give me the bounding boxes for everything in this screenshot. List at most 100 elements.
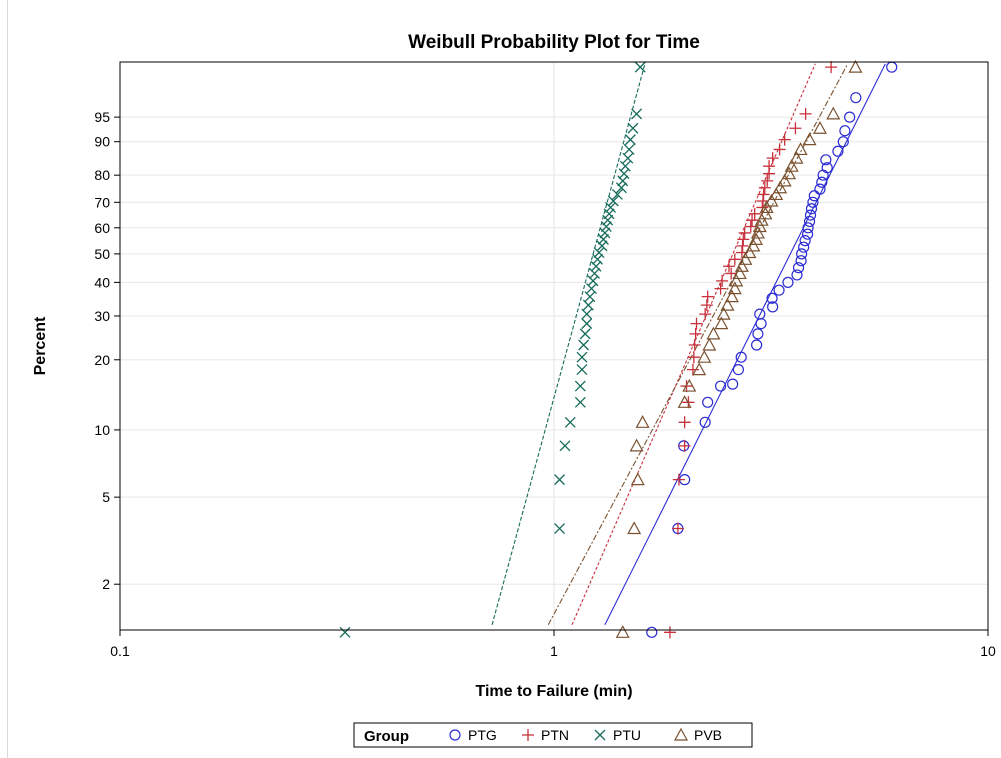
point-pvb [732, 266, 747, 280]
point-pvb [630, 472, 645, 486]
y-tick-label: 50 [94, 246, 110, 262]
y-axis: 2 5 10 20 30 40 50 60 70 80 90 95 [94, 109, 120, 592]
point-ptu [624, 134, 636, 146]
point-pvb [793, 142, 808, 156]
point-ptu [590, 260, 602, 272]
point-ptn [761, 174, 774, 187]
point-ptg [821, 162, 833, 174]
grid [119, 62, 989, 630]
point-ptg [808, 190, 820, 202]
point-pvb [742, 245, 757, 259]
fit-line-ptn [571, 63, 816, 626]
data-markers [339, 59, 898, 639]
legend-label-pvb: PVB [694, 727, 722, 743]
point-ptg [832, 145, 844, 157]
point-ptg [735, 351, 747, 363]
point-ptg [803, 215, 816, 228]
point-pvb [635, 415, 650, 428]
point-ptg [802, 222, 814, 234]
point-ptu [564, 416, 576, 428]
point-ptg [805, 203, 818, 215]
point-ptu [554, 474, 566, 486]
point-pvb [773, 180, 788, 194]
legend-label-ptn: PTN [541, 727, 569, 743]
legend-label-ptg: PTG [468, 727, 497, 743]
point-ptg [886, 61, 898, 73]
point-ptn [746, 214, 759, 227]
point-ptn [688, 339, 701, 352]
point-ptg [792, 262, 805, 274]
point-ptn [701, 290, 714, 303]
point-ptu [596, 240, 608, 252]
point-ptg [795, 255, 807, 267]
point-ptu [576, 364, 588, 376]
point-pvb [826, 106, 841, 120]
point-pvb [627, 521, 642, 535]
y-tick-label: 2 [102, 576, 110, 592]
point-pvb [784, 158, 799, 172]
point-ptg [801, 228, 814, 240]
y-tick-label: 60 [94, 220, 110, 236]
point-ptg [732, 363, 744, 376]
point-pvb [738, 252, 753, 265]
point-ptg [837, 136, 849, 148]
point-ptn [799, 107, 812, 120]
point-pvb [748, 232, 763, 245]
legend-box [353, 722, 753, 748]
point-pvb [752, 219, 767, 233]
point-pvb [802, 132, 817, 146]
y-tick-label: 30 [94, 308, 110, 324]
point-pvb [848, 59, 863, 73]
point-ptn [766, 152, 779, 165]
y-tick-label: 70 [94, 194, 110, 210]
point-ptu [603, 208, 615, 220]
point-ptn [678, 416, 691, 429]
point-pvb [812, 120, 827, 134]
point-ptu [622, 152, 634, 164]
point-ptg [798, 241, 810, 253]
point-pvb [759, 200, 774, 214]
point-pvb [615, 625, 630, 638]
point-ptg [727, 378, 739, 390]
legend-label-ptu: PTU [613, 727, 641, 743]
point-pvb [720, 297, 735, 311]
fit-line-ptg [604, 63, 886, 626]
point-ptu [599, 227, 611, 239]
point-ptu [634, 61, 646, 73]
point-ptn [763, 160, 776, 173]
point-ptg [773, 284, 785, 296]
point-ptn [757, 188, 770, 201]
point-ptg [782, 276, 794, 288]
point-ptg [767, 301, 779, 313]
point-ptn [714, 282, 727, 295]
point-ptu [587, 275, 599, 287]
point-ptg [804, 209, 817, 221]
point-ptu [617, 175, 629, 187]
point-ptu [631, 108, 643, 120]
point-pvb [729, 273, 744, 287]
point-ptn [671, 522, 684, 535]
point-ptu [627, 122, 639, 134]
point-ptn [738, 226, 751, 239]
point-ptu [582, 299, 594, 311]
point-pvb [629, 438, 644, 452]
point-ptn [672, 473, 685, 486]
point-ptu [593, 247, 605, 258]
legend: Group PTG PTN PTU PVB [353, 722, 753, 748]
point-ptn [722, 260, 735, 273]
fit-lines [491, 63, 886, 626]
x-axis-label: Time to Failure (min) [475, 683, 632, 700]
point-ptn [716, 274, 729, 287]
x-axis: 0.1 1 10 [110, 630, 996, 659]
legend-title: Group [364, 728, 409, 745]
fit-line-ptu [491, 63, 646, 625]
point-ptu [581, 318, 593, 330]
y-axis-label: Percent [32, 316, 49, 375]
legend-marker-ptg [449, 729, 461, 741]
point-ptn [689, 327, 702, 340]
point-ptu [576, 351, 588, 363]
point-pvb [746, 238, 761, 252]
point-pvb [764, 193, 779, 207]
point-ptu [600, 221, 612, 232]
point-ptg [714, 380, 727, 392]
